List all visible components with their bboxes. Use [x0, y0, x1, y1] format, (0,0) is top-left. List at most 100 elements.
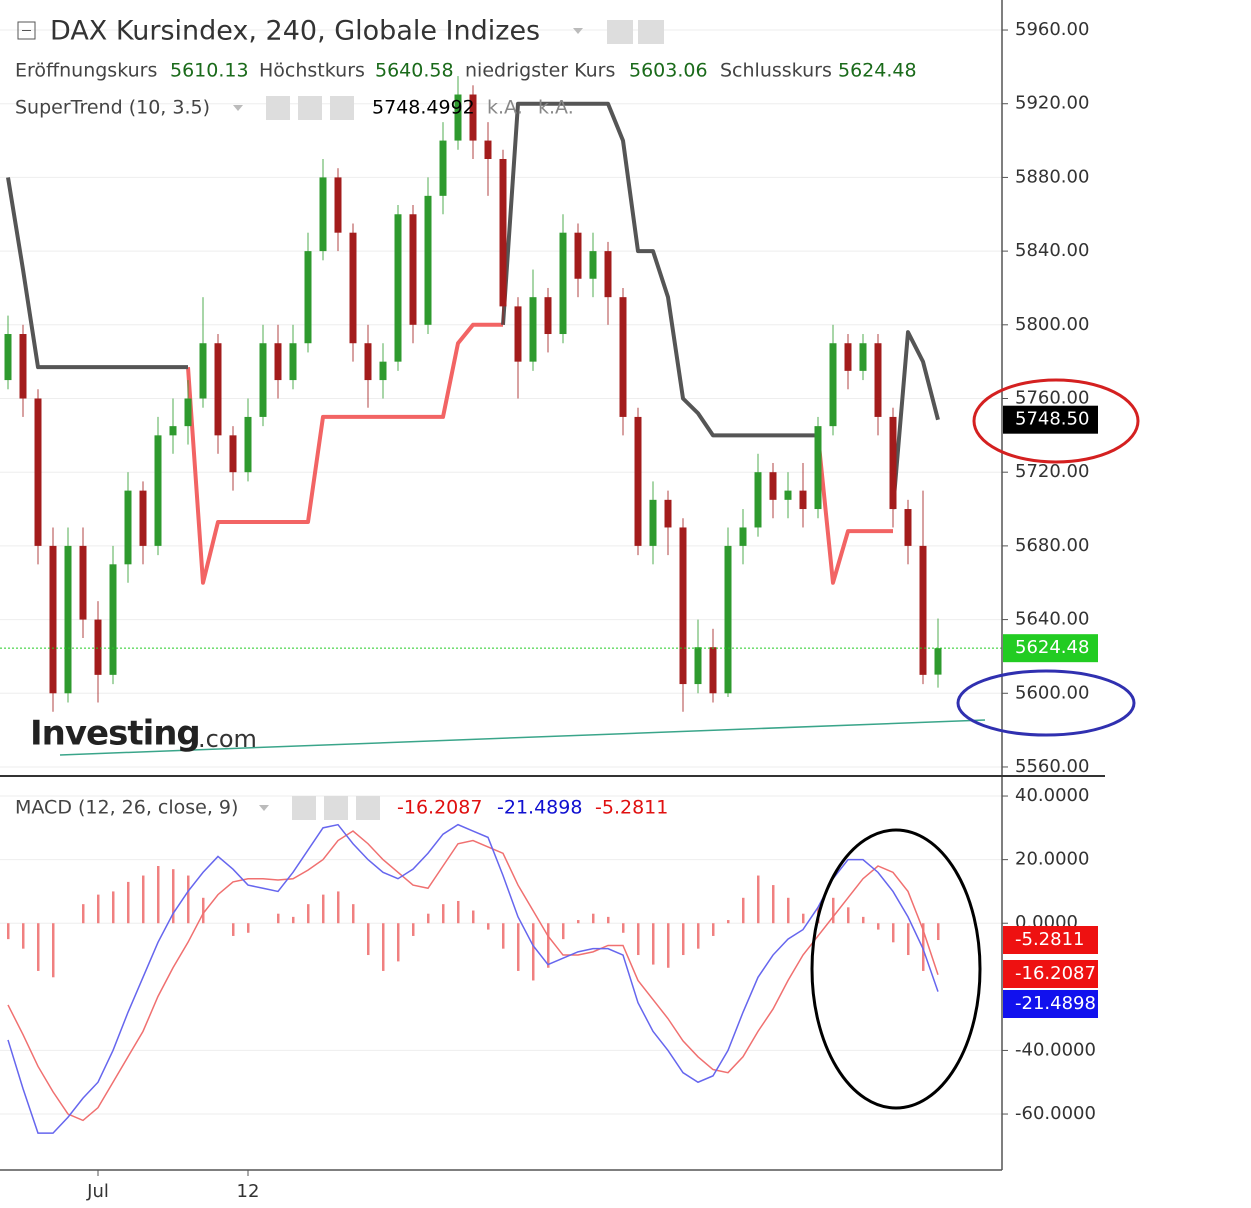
macd-line — [7, 823, 939, 1134]
high-value: 5640.58 — [375, 60, 454, 82]
candle-body — [289, 343, 297, 381]
y-tick-label: 5920.00 — [1015, 93, 1089, 114]
candle-body — [19, 334, 27, 399]
chart-title: DAX Kursindex, 240, Globale Indizes — [50, 16, 540, 47]
histogram-bar — [307, 904, 310, 924]
last-price-badge — [1003, 634, 1098, 663]
candle-body — [739, 527, 747, 546]
macd-badge-label: -21.4898 — [1015, 993, 1096, 1014]
candle-body — [139, 490, 147, 546]
histogram-bar — [202, 897, 205, 924]
histogram-bar — [292, 916, 295, 924]
candle-body — [4, 334, 12, 381]
y-tick-label: -40.0000 — [1015, 1039, 1096, 1060]
histogram-bar — [322, 894, 325, 924]
y-tick-label: 5760.00 — [1015, 388, 1089, 409]
signal-badge-label: -16.2087 — [1015, 963, 1096, 984]
low-value: 5603.06 — [629, 60, 708, 82]
dropdown-arrow[interactable] — [573, 28, 583, 34]
supertrend-line — [6, 101, 940, 510]
close-button[interactable] — [356, 796, 380, 820]
histogram-bar — [37, 923, 40, 971]
histogram-bar — [922, 923, 925, 971]
candle-body — [859, 343, 867, 371]
y-tick-label: 5800.00 — [1015, 314, 1089, 335]
candle-body — [274, 343, 282, 381]
histogram-bar — [802, 913, 805, 924]
candle-body — [889, 416, 897, 510]
x-tick-label: 12 — [237, 1181, 260, 1202]
indicator-label: SuperTrend (10, 3.5) — [15, 97, 210, 119]
collapse-icon[interactable] — [17, 21, 36, 40]
histogram-bar — [22, 923, 25, 949]
candle-body — [49, 545, 57, 694]
supertrend-badge-label: 5748.50 — [1015, 409, 1089, 430]
candle-body — [154, 435, 162, 546]
y-tick-label: 20.0000 — [1015, 849, 1089, 870]
candle-body — [559, 232, 567, 335]
y-tick-label: 5640.00 — [1015, 609, 1089, 630]
eye-button[interactable] — [292, 796, 316, 820]
high-label: Höchstkurs — [259, 60, 365, 82]
histogram-bar — [832, 897, 835, 924]
na-label: k.A. — [538, 97, 574, 119]
histogram-bar — [52, 923, 55, 978]
macd-badge — [1003, 990, 1098, 1018]
supertrend-line — [186, 322, 893, 585]
histogram-value: -5.2811 — [595, 797, 668, 819]
y-tick-label: 5720.00 — [1015, 461, 1089, 482]
histogram-bar — [367, 923, 370, 956]
open-label: Eröffnungskurs — [15, 60, 157, 82]
histogram-bar — [682, 923, 685, 956]
close-label: Schlusskurs — [720, 60, 832, 82]
settings-button[interactable] — [298, 96, 322, 120]
dropdown-arrow[interactable] — [233, 105, 243, 111]
candle-body — [814, 426, 822, 510]
candle-body — [829, 343, 837, 427]
histogram-bar — [877, 923, 880, 930]
candle-body — [919, 545, 927, 675]
y-tick-label: 5680.00 — [1015, 535, 1089, 556]
histogram-bar — [637, 923, 640, 956]
eye-button[interactable] — [607, 20, 633, 44]
black-ellipse — [810, 828, 982, 1110]
histogram-bar — [82, 904, 85, 924]
candle-body — [784, 490, 792, 500]
settings-button[interactable] — [324, 796, 348, 820]
signal-line — [7, 830, 939, 1122]
histogram-bar — [7, 923, 10, 940]
histogram-bar — [577, 920, 580, 924]
supertrend-badge — [1003, 405, 1098, 434]
candle-body — [769, 472, 777, 500]
histogram-bar — [232, 923, 235, 936]
candle-body — [304, 251, 312, 344]
histogram-bar — [742, 897, 745, 924]
histogram-bar — [382, 923, 385, 971]
settings-button[interactable] — [638, 20, 664, 44]
candle-body — [499, 158, 507, 307]
candle-body — [934, 648, 942, 675]
eye-button[interactable] — [266, 96, 290, 120]
y-tick-label: 5880.00 — [1015, 166, 1089, 187]
histogram-bar — [397, 923, 400, 962]
candle-body — [229, 435, 237, 473]
y-tick-label: 5960.00 — [1015, 19, 1089, 40]
histogram-bar — [757, 875, 760, 924]
histogram-bar — [247, 923, 250, 933]
candle-body — [214, 343, 222, 436]
y-tick-label: 5560.00 — [1015, 756, 1089, 777]
y-tick-label: 40.0000 — [1015, 785, 1089, 806]
candle-body — [394, 214, 402, 362]
candle-body — [514, 306, 522, 362]
candle-body — [754, 472, 762, 528]
candle-body — [799, 490, 807, 510]
histogram-bar — [277, 913, 280, 924]
candle-body — [244, 416, 252, 473]
candle-body — [664, 499, 672, 528]
dropdown-arrow[interactable] — [259, 805, 269, 811]
candle-body — [334, 177, 342, 233]
close-button[interactable] — [330, 96, 354, 120]
candle-body — [94, 619, 102, 675]
blue-ellipse — [956, 669, 1136, 737]
histogram-bar — [862, 916, 865, 924]
